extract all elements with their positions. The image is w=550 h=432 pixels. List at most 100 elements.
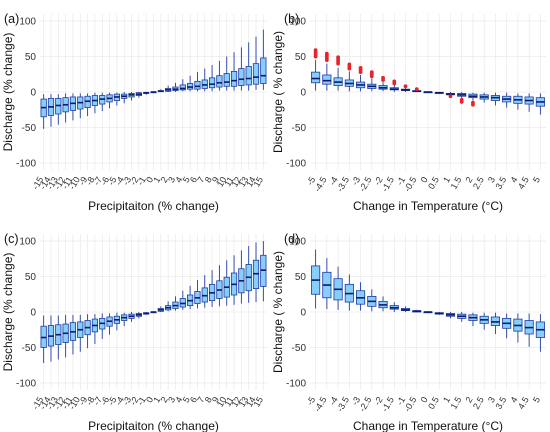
x-tick-label: 4.5: [516, 395, 531, 411]
box--1: [143, 312, 150, 315]
panel-label: (b): [284, 12, 299, 26]
x-tick-label: -3: [121, 395, 134, 407]
y-tick-label: 100: [289, 237, 306, 248]
x-tick-label: 5: [181, 395, 192, 404]
x-tick-label: -1.5: [380, 395, 396, 413]
box-0: [150, 91, 157, 94]
x-tick-label: -5: [305, 395, 318, 407]
x-tick-label: 5: [531, 395, 542, 404]
box--1: [400, 87, 411, 92]
box--2: [135, 312, 142, 319]
x-tick-label: 6: [188, 395, 199, 404]
x-tick-label: 2: [464, 175, 475, 184]
box-13: [245, 42, 252, 91]
y-tick-label: 0: [30, 308, 36, 319]
box--3: [128, 92, 135, 101]
panel-1: (a)-100-50050100-15-14-13-12-11-10-9-8-7…: [1, 12, 267, 213]
y-tick-label: -100: [16, 158, 36, 169]
x-tick-label: 0.5: [426, 395, 441, 411]
outlier-point: [358, 65, 363, 70]
x-tick-label: -1: [135, 395, 148, 407]
y-tick-label: -50: [22, 343, 37, 354]
x-tick-label: -7: [91, 175, 104, 187]
y-axis-title: Discharge ( % change): [271, 251, 285, 373]
y-tick-label: -50: [292, 123, 307, 134]
panel-3: (c)-100-50050100-15-14-13-12-11-10-9-8-7…: [1, 232, 267, 432]
box-iqr: [245, 66, 252, 86]
box--10: [77, 93, 84, 119]
box--0.5: [412, 309, 422, 313]
box-4.5: [524, 313, 534, 347]
x-tick-label: 1: [151, 175, 162, 184]
y-tick-label: 0: [30, 88, 36, 99]
x-tick-label: 7: [195, 175, 206, 184]
box-7: [201, 275, 208, 308]
box-4: [179, 79, 186, 92]
box--14: [47, 94, 55, 127]
box--11: [69, 314, 77, 355]
x-axis-title: Change in Temperature (°C): [353, 199, 503, 213]
x-tick-label: 1.5: [449, 175, 464, 191]
x-tick-label: 0: [144, 395, 155, 404]
x-tick-label: 3: [166, 175, 177, 184]
box--4: [121, 92, 128, 104]
box-6: [194, 72, 201, 92]
x-tick-label: -4: [113, 395, 126, 407]
x-tick-label: 4: [508, 395, 519, 404]
x-tick-label: 3.5: [493, 395, 508, 411]
x-tick-label: 4.5: [516, 175, 531, 191]
box--2.5: [367, 289, 377, 312]
panel-label: (d): [284, 232, 299, 246]
x-tick-label: 13: [237, 175, 251, 189]
x-tick-label: 12: [229, 395, 243, 409]
box-5: [535, 314, 545, 352]
outlier-point: [392, 79, 397, 84]
x-tick-label: 13: [237, 395, 251, 409]
y-tick-label: 0: [300, 88, 306, 99]
x-tick-label: 1.5: [449, 395, 464, 411]
x-tick-label: 11: [222, 395, 235, 408]
x-tick-label: 14: [244, 175, 258, 189]
y-tick-label: 50: [25, 272, 37, 283]
box-2: [165, 85, 172, 92]
x-tick-label: -3.5: [335, 175, 351, 193]
box-2: [468, 312, 478, 327]
box--8: [91, 92, 99, 114]
x-tick-label: -2.5: [357, 395, 373, 413]
box-5: [535, 93, 545, 115]
x-tick-label: 1: [441, 175, 452, 184]
box-4: [179, 290, 186, 310]
y-tick-label: -100: [16, 378, 36, 389]
box--4: [333, 266, 343, 310]
box--2: [135, 92, 142, 98]
box-10: [223, 56, 230, 91]
x-axis-title: Change in Temperature (°C): [353, 419, 503, 432]
box--4.5: [322, 258, 332, 310]
box-1: [157, 306, 164, 312]
box--9: [84, 314, 91, 349]
x-tick-label: 0: [144, 175, 155, 184]
x-tick-label: 0: [419, 175, 430, 184]
x-tick-label: -0.5: [402, 395, 418, 413]
box-iqr: [230, 71, 238, 87]
box-3.5: [502, 313, 512, 339]
box--4.5: [322, 63, 332, 91]
x-tick-label: 10: [215, 395, 229, 409]
box-1.5: [457, 312, 467, 322]
outlier-point: [448, 94, 453, 99]
x-tick-label: 4: [173, 175, 184, 184]
box-iqr: [194, 80, 201, 90]
box-4: [513, 313, 523, 343]
x-tick-label: -1.5: [380, 175, 396, 193]
box--9: [84, 93, 91, 117]
box-15: [260, 241, 267, 302]
y-tick-label: -100: [286, 158, 306, 169]
x-tick-label: 7: [195, 395, 206, 404]
x-tick-label: 15: [251, 175, 265, 189]
x-tick-label: -6: [99, 175, 112, 187]
x-tick-label: -5: [106, 175, 119, 187]
x-tick-label: -1: [135, 175, 148, 187]
box-1: [157, 89, 164, 93]
x-tick-label: 1: [151, 395, 162, 404]
y-tick-label: 100: [289, 17, 306, 28]
